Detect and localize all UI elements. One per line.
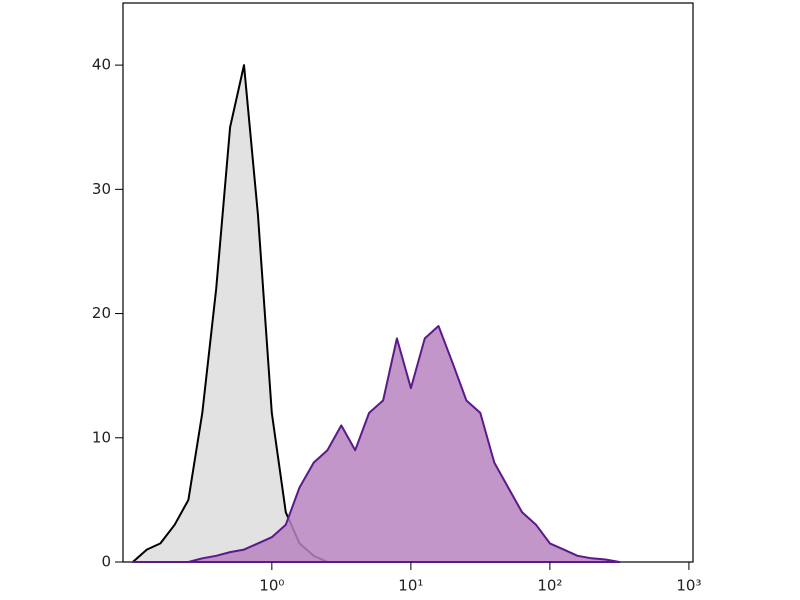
y-tick-label: 30 [92,180,111,198]
y-tick-label: 0 [101,553,111,571]
y-tick-label: 10 [92,428,111,446]
histogram-area [131,325,621,563]
x-tick-label: 10³ [676,577,701,595]
y-tick-label: 20 [92,304,111,322]
y-tick-label: 40 [92,56,111,74]
x-tick-label: 10¹ [398,577,423,595]
x-tick-label: 10⁰ [259,577,284,595]
x-tick-label: 10² [537,577,562,595]
